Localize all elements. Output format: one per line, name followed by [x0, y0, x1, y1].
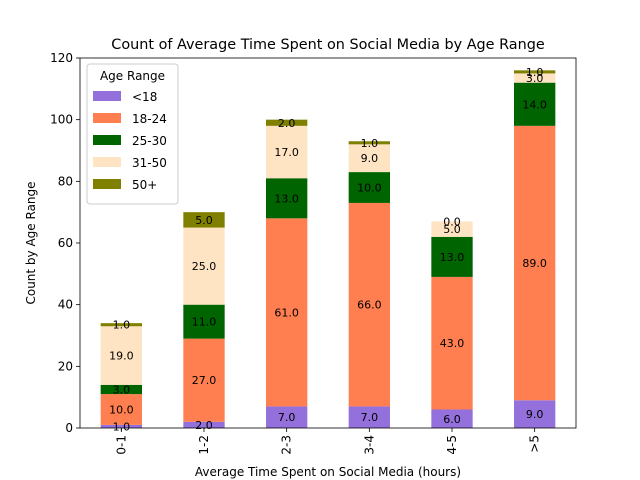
bar-segment [431, 276, 473, 410]
bar-segment [348, 144, 390, 173]
segment-value-label: 27.0 [192, 374, 217, 387]
bar-segment [183, 212, 225, 228]
segment-value-label: 9.0 [361, 152, 379, 165]
bars-layer [100, 70, 556, 428]
x-tick-label: 4-5 [445, 435, 459, 455]
legend-swatch [93, 91, 121, 101]
y-tick-label: 20 [58, 359, 73, 373]
y-axis-label: Count by Age Range [24, 181, 38, 304]
x-tick-label: >5 [528, 435, 542, 453]
legend-swatch [93, 179, 121, 189]
y-axis: 0 20 40 60 80 100 120 [50, 51, 80, 435]
legend-swatch [93, 135, 121, 145]
bar-segment [100, 323, 142, 327]
legend-swatch [93, 113, 121, 123]
legend-title: Age Range [100, 69, 165, 83]
x-tick-label: 0-1 [114, 435, 128, 455]
x-tick-label: 1-2 [197, 435, 211, 455]
legend-entry-label: 18-24 [132, 112, 167, 126]
segment-labels-layer: 1.0 10.0 3.0 19.0 1.0 2.0 27.0 11.0 25.0 5.0 7.0 61… [109, 66, 547, 434]
bar-segment [183, 227, 225, 305]
segment-value-label: 1.0 [113, 319, 131, 332]
bar-segment [100, 394, 142, 425]
segment-value-label: 13.0 [274, 192, 299, 205]
bar-segment [514, 400, 556, 428]
segment-value-label: 19.0 [109, 350, 134, 363]
bar-segment [266, 218, 308, 407]
bar-segment [348, 202, 390, 407]
segment-value-label: 17.0 [274, 146, 299, 159]
legend-entry-label: 25-30 [132, 134, 167, 148]
segment-value-label: 9.0 [526, 408, 544, 421]
segment-value-label: 6.0 [443, 413, 461, 426]
bar-segment [348, 141, 390, 145]
bar-segment [266, 119, 308, 126]
segment-value-label: 3.0 [526, 72, 544, 85]
segment-value-label: 10.0 [109, 404, 134, 417]
segment-value-label: 10.0 [357, 182, 382, 195]
x-tick-label: 2-3 [280, 435, 294, 455]
y-tick-label: 80 [58, 174, 73, 188]
bar-segment [431, 221, 473, 237]
chart-title: Count of Average Time Spent on Social Me… [111, 37, 545, 53]
bar-segment [266, 178, 308, 219]
segment-value-label: 5.0 [443, 223, 461, 236]
segment-value-label: 61.0 [274, 306, 299, 319]
segment-value-label: 3.0 [113, 383, 131, 396]
y-tick-label: 40 [58, 298, 73, 312]
segment-value-label: 2.0 [195, 419, 213, 432]
bar-segment [100, 326, 142, 385]
bar-segment [514, 125, 556, 401]
segment-value-label: 5.0 [195, 214, 213, 227]
x-axis: 0-1 1-2 2-3 3-4 4-5 >5 [114, 428, 542, 455]
bar-segment [183, 304, 225, 339]
bar-segment [514, 82, 556, 126]
bar-segment [183, 338, 225, 422]
y-tick-label: 120 [50, 51, 73, 65]
segment-value-label: 7.0 [278, 411, 296, 424]
bar-segment [266, 406, 308, 428]
segment-value-label: 1.0 [113, 420, 131, 433]
x-tick-label: 3-4 [362, 435, 376, 455]
segment-value-label: 1.0 [361, 137, 379, 150]
bar-segment [183, 421, 225, 428]
segment-value-label: 13.0 [440, 251, 465, 264]
legend: Age Range <18 18-24 25-30 31-50 50+ [86, 63, 179, 205]
y-tick-label: 0 [65, 421, 73, 435]
y-tick-label: 60 [58, 236, 73, 250]
y-tick-label: 100 [50, 113, 73, 127]
bar-segment [100, 424, 142, 428]
segment-value-label: 11.0 [192, 316, 217, 329]
bar-segment [100, 384, 142, 395]
bar-segment [514, 73, 556, 83]
legend-entry-label: <18 [132, 90, 157, 104]
segment-value-label: 43.0 [440, 337, 465, 350]
bar-segment [348, 172, 390, 203]
legend-swatch [93, 157, 121, 167]
bar-segment [514, 70, 556, 74]
bar-segment [431, 236, 473, 277]
segment-value-label: 2.0 [278, 117, 296, 130]
segment-value-label: 0.0 [443, 215, 461, 228]
segment-value-label: 89.0 [522, 257, 547, 270]
segment-value-label: 66.0 [357, 299, 382, 312]
x-axis-label: Average Time Spent on Social Media (hour… [195, 465, 461, 479]
legend-entry-label: 31-50 [132, 156, 167, 170]
segment-value-label: 7.0 [361, 411, 379, 424]
bar-segment [348, 406, 390, 428]
plot-frame [79, 57, 577, 429]
segment-value-label: 1.0 [526, 66, 544, 79]
segment-value-label: 25.0 [192, 260, 217, 273]
bar-segment [431, 409, 473, 428]
bar-segment [266, 125, 308, 179]
legend-entry-label: 50+ [132, 178, 157, 192]
segment-value-label: 14.0 [522, 98, 547, 111]
